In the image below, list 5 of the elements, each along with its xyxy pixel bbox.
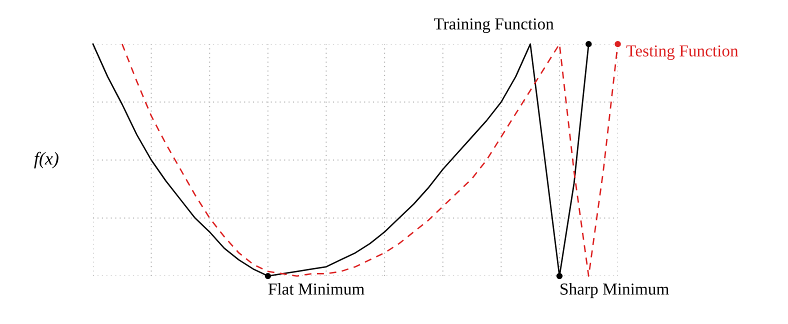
series-label: Training Function [434,18,554,33]
series-label: Testing Function [626,45,738,60]
text: Flat Minimum [268,282,364,295]
y-axis-title: f(x) [34,152,58,168]
text: Sharp Minimum [560,282,669,298]
